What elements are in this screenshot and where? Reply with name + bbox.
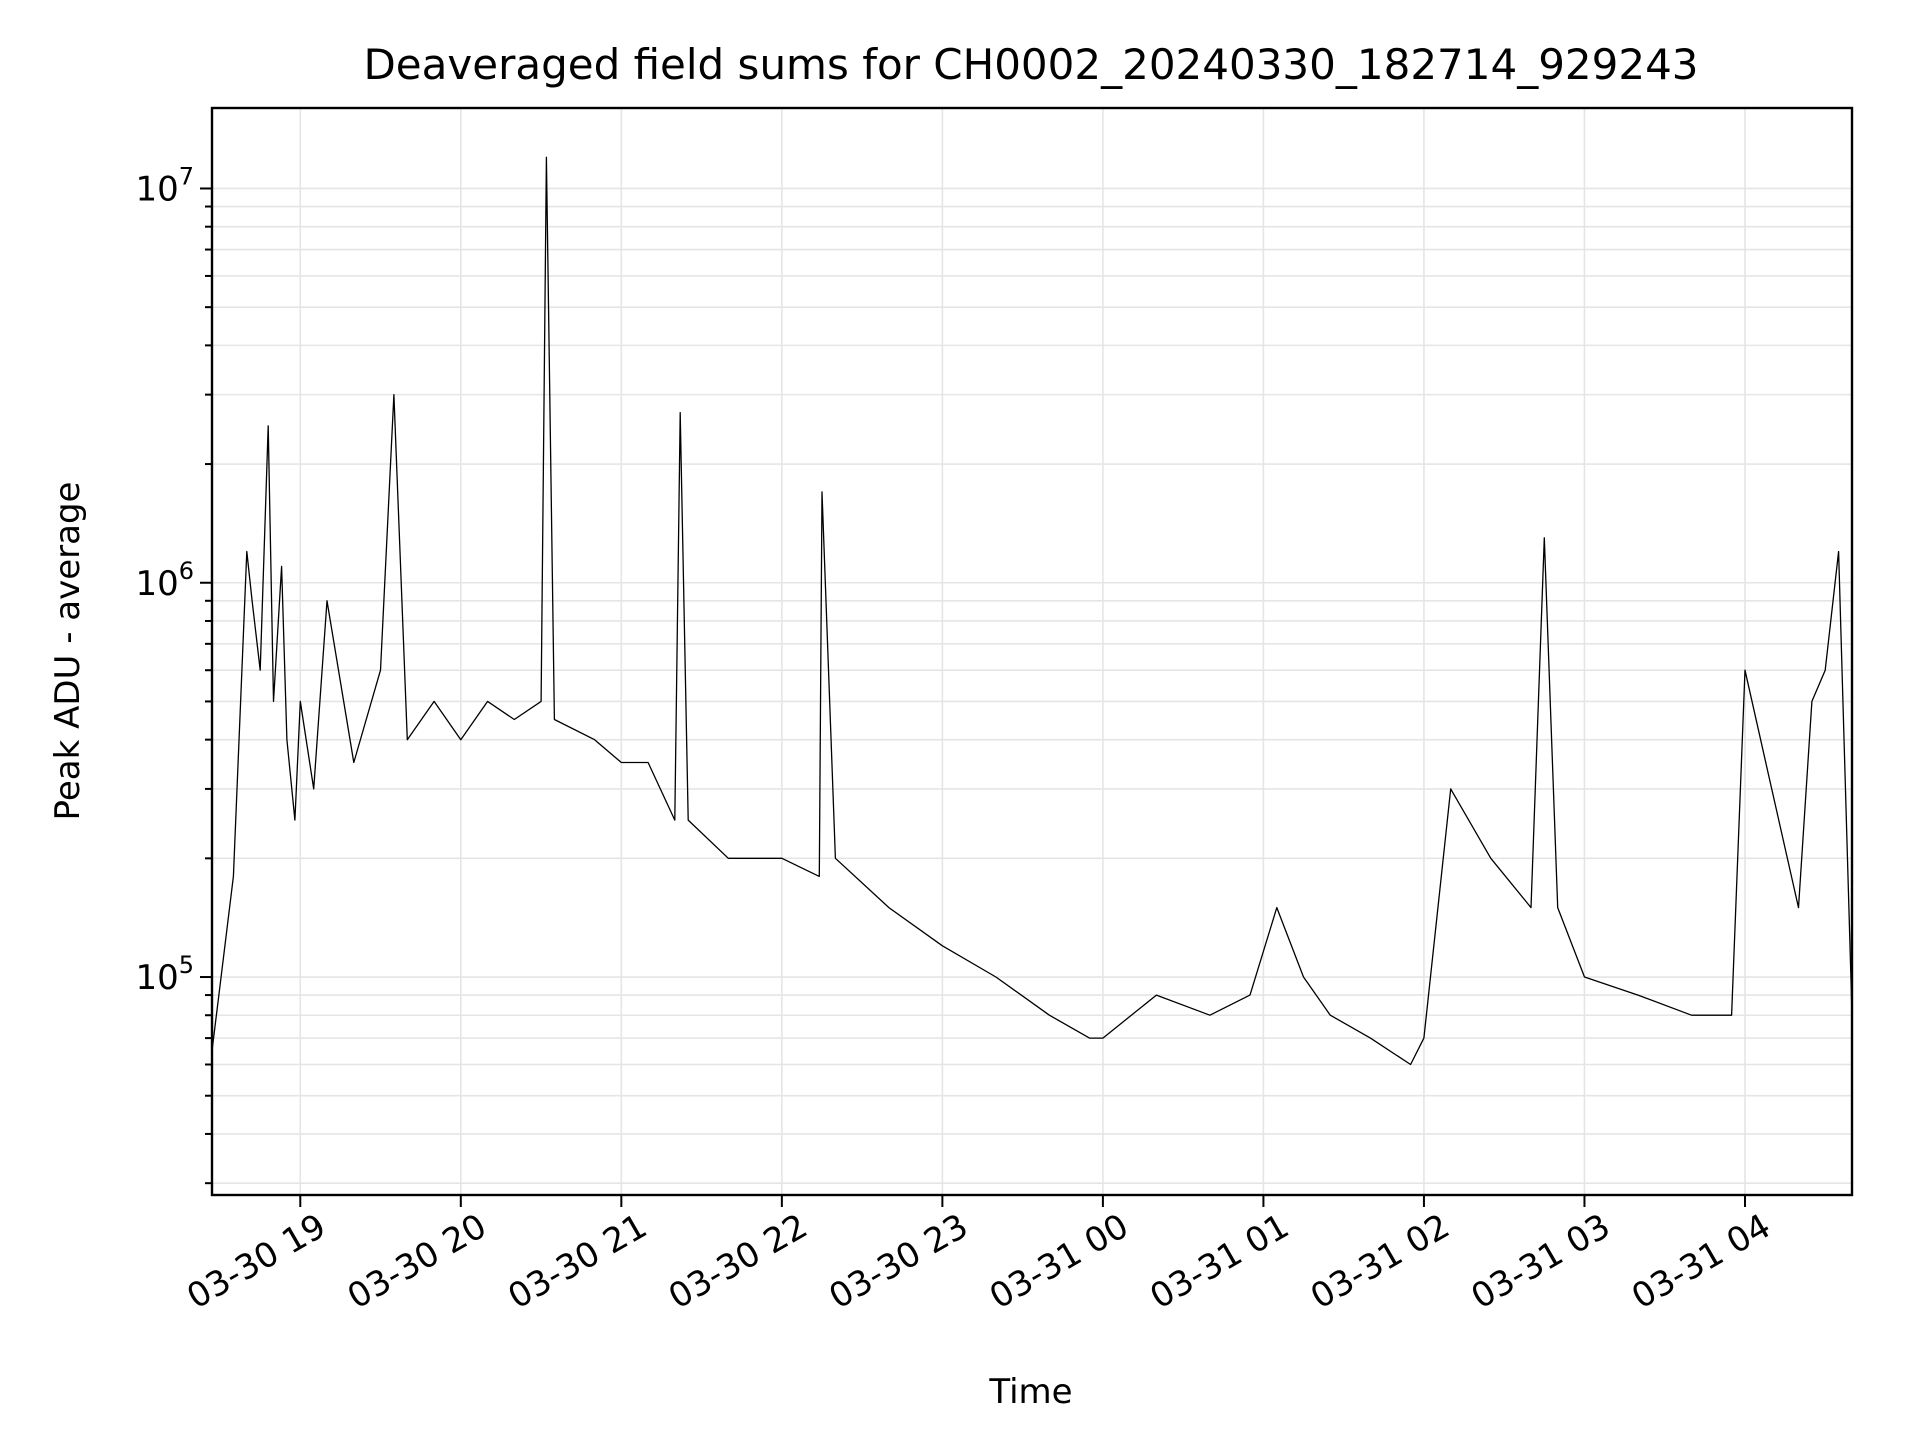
- x-tick-label: 03-30 19: [180, 1206, 332, 1317]
- x-tick-label: 03-31 03: [1465, 1206, 1617, 1317]
- x-axis-label: Time: [988, 1372, 1072, 1412]
- y-tick-label: 107: [135, 162, 194, 209]
- x-tick-label: 03-31 02: [1304, 1206, 1456, 1317]
- y-tick-label: 105: [135, 951, 194, 998]
- series-line: [211, 156, 1853, 1066]
- x-tick-label: 03-30 21: [501, 1206, 653, 1317]
- plot-area: [210, 106, 1854, 1197]
- x-tick-label: 03-31 00: [983, 1206, 1135, 1317]
- x-tick-label: 03-30 20: [341, 1206, 493, 1317]
- grid-lines: [212, 108, 1852, 1195]
- y-tick-label: 106: [135, 557, 194, 604]
- x-tick-label: 03-30 22: [662, 1206, 814, 1317]
- chart-title: Deaveraged field sums for CH0002_2024033…: [363, 40, 1698, 89]
- series-layer: [211, 156, 1853, 1066]
- y-axis-label: Peak ADU - average: [48, 482, 88, 821]
- x-tick-label: 03-30 23: [822, 1206, 974, 1317]
- x-tick-label: 03-31 01: [1144, 1206, 1296, 1317]
- x-tick-label: 03-31 04: [1625, 1206, 1777, 1317]
